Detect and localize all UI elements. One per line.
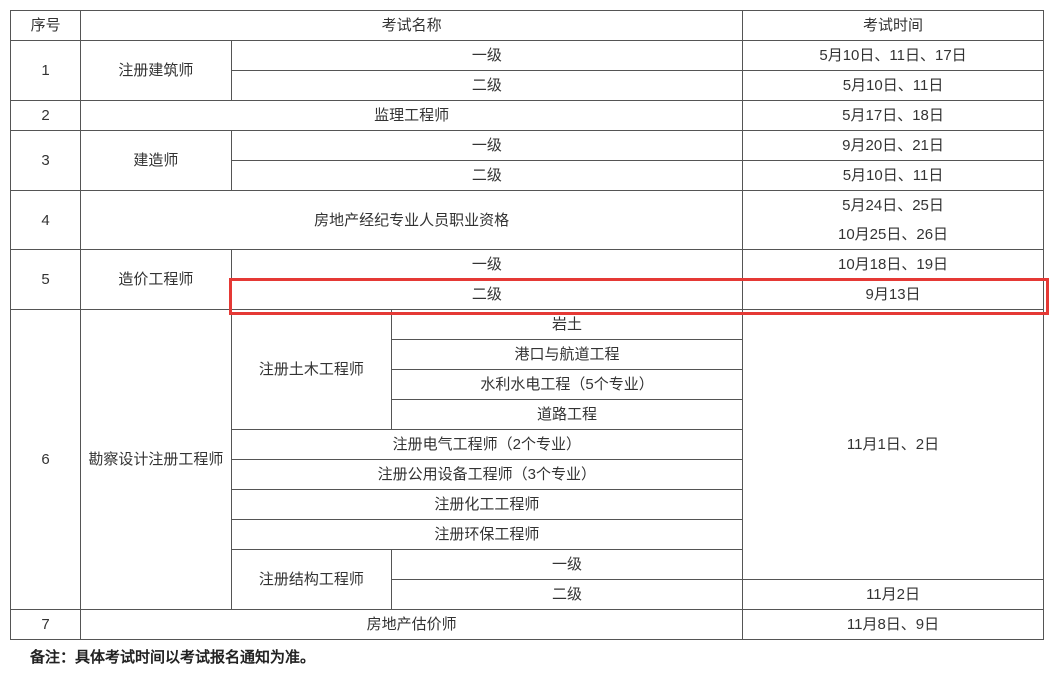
- cell-seq: 6: [11, 310, 81, 610]
- footnote: 备注：具体考试时间以考试报名通知为准。: [10, 646, 1054, 667]
- cell-time: 5月10日、11日、17日: [743, 41, 1044, 71]
- cell-time: 11月2日: [743, 580, 1044, 610]
- cell-level: 二级: [231, 280, 742, 310]
- cell-sub: 注册电气工程师（2个专业）: [231, 430, 742, 460]
- header-name: 考试名称: [81, 11, 743, 41]
- header-seq: 序号: [11, 11, 81, 41]
- cell-level: 二级: [231, 71, 742, 101]
- cell-time: 10月18日、19日: [743, 250, 1044, 280]
- cell-level: 一级: [231, 41, 742, 71]
- cell-cat: 勘察设计注册工程师: [81, 310, 231, 610]
- cell-seq: 3: [11, 131, 81, 191]
- cell-time: 5月10日、11日: [743, 161, 1044, 191]
- table-row: 7 房地产估价师 11月8日、9日: [11, 610, 1044, 640]
- cell-cat: 注册建筑师: [81, 41, 231, 101]
- cell-level: 一级: [392, 550, 743, 580]
- cell-level: 二级: [392, 580, 743, 610]
- table-row: 6 勘察设计注册工程师 注册土木工程师 岩土 11月1日、2日: [11, 310, 1044, 340]
- cell-time: 11月1日、2日: [743, 310, 1044, 580]
- cell-level: 一级: [231, 250, 742, 280]
- cell-seq: 7: [11, 610, 81, 640]
- cell-time: 5月24日、25日: [743, 191, 1044, 221]
- table-row: 1 注册建筑师 一级 5月10日、11日、17日: [11, 41, 1044, 71]
- cell-sub: 注册化工工程师: [231, 490, 742, 520]
- cell-seq: 5: [11, 250, 81, 310]
- cell-time: 5月10日、11日: [743, 71, 1044, 101]
- table-row: 2 监理工程师 5月17日、18日: [11, 101, 1044, 131]
- cell-name: 房地产估价师: [81, 610, 743, 640]
- cell-level: 二级: [231, 161, 742, 191]
- cell-time: 5月17日、18日: [743, 101, 1044, 131]
- cell-seq: 2: [11, 101, 81, 131]
- table-row: 3 建造师 一级 9月20日、21日: [11, 131, 1044, 161]
- table-header-row: 序号 考试名称 考试时间: [11, 11, 1044, 41]
- cell-sub: 岩土: [392, 310, 743, 340]
- cell-cat: 建造师: [81, 131, 231, 191]
- cell-sub: 港口与航道工程: [392, 340, 743, 370]
- header-time: 考试时间: [743, 11, 1044, 41]
- cell-sub: 注册环保工程师: [231, 520, 742, 550]
- exam-schedule-table: 序号 考试名称 考试时间 1 注册建筑师 一级 5月10日、11日、17日 二级…: [10, 10, 1044, 640]
- table-wrapper: 序号 考试名称 考试时间 1 注册建筑师 一级 5月10日、11日、17日 二级…: [10, 10, 1044, 640]
- cell-name: 房地产经纪专业人员职业资格: [81, 191, 743, 250]
- table-row: 5 造价工程师 一级 10月18日、19日: [11, 250, 1044, 280]
- cell-time: 9月13日: [743, 280, 1044, 310]
- cell-time: 9月20日、21日: [743, 131, 1044, 161]
- cell-subcat: 注册结构工程师: [231, 550, 391, 610]
- cell-time: 11月8日、9日: [743, 610, 1044, 640]
- cell-name: 监理工程师: [81, 101, 743, 131]
- cell-cat: 造价工程师: [81, 250, 231, 310]
- cell-time: 10月25日、26日: [743, 220, 1044, 250]
- cell-seq: 4: [11, 191, 81, 250]
- cell-sub: 道路工程: [392, 400, 743, 430]
- cell-subcat: 注册土木工程师: [231, 310, 391, 430]
- table-row: 4 房地产经纪专业人员职业资格 5月24日、25日: [11, 191, 1044, 221]
- cell-level: 一级: [231, 131, 742, 161]
- cell-seq: 1: [11, 41, 81, 101]
- cell-sub: 注册公用设备工程师（3个专业）: [231, 460, 742, 490]
- cell-sub: 水利水电工程（5个专业）: [392, 370, 743, 400]
